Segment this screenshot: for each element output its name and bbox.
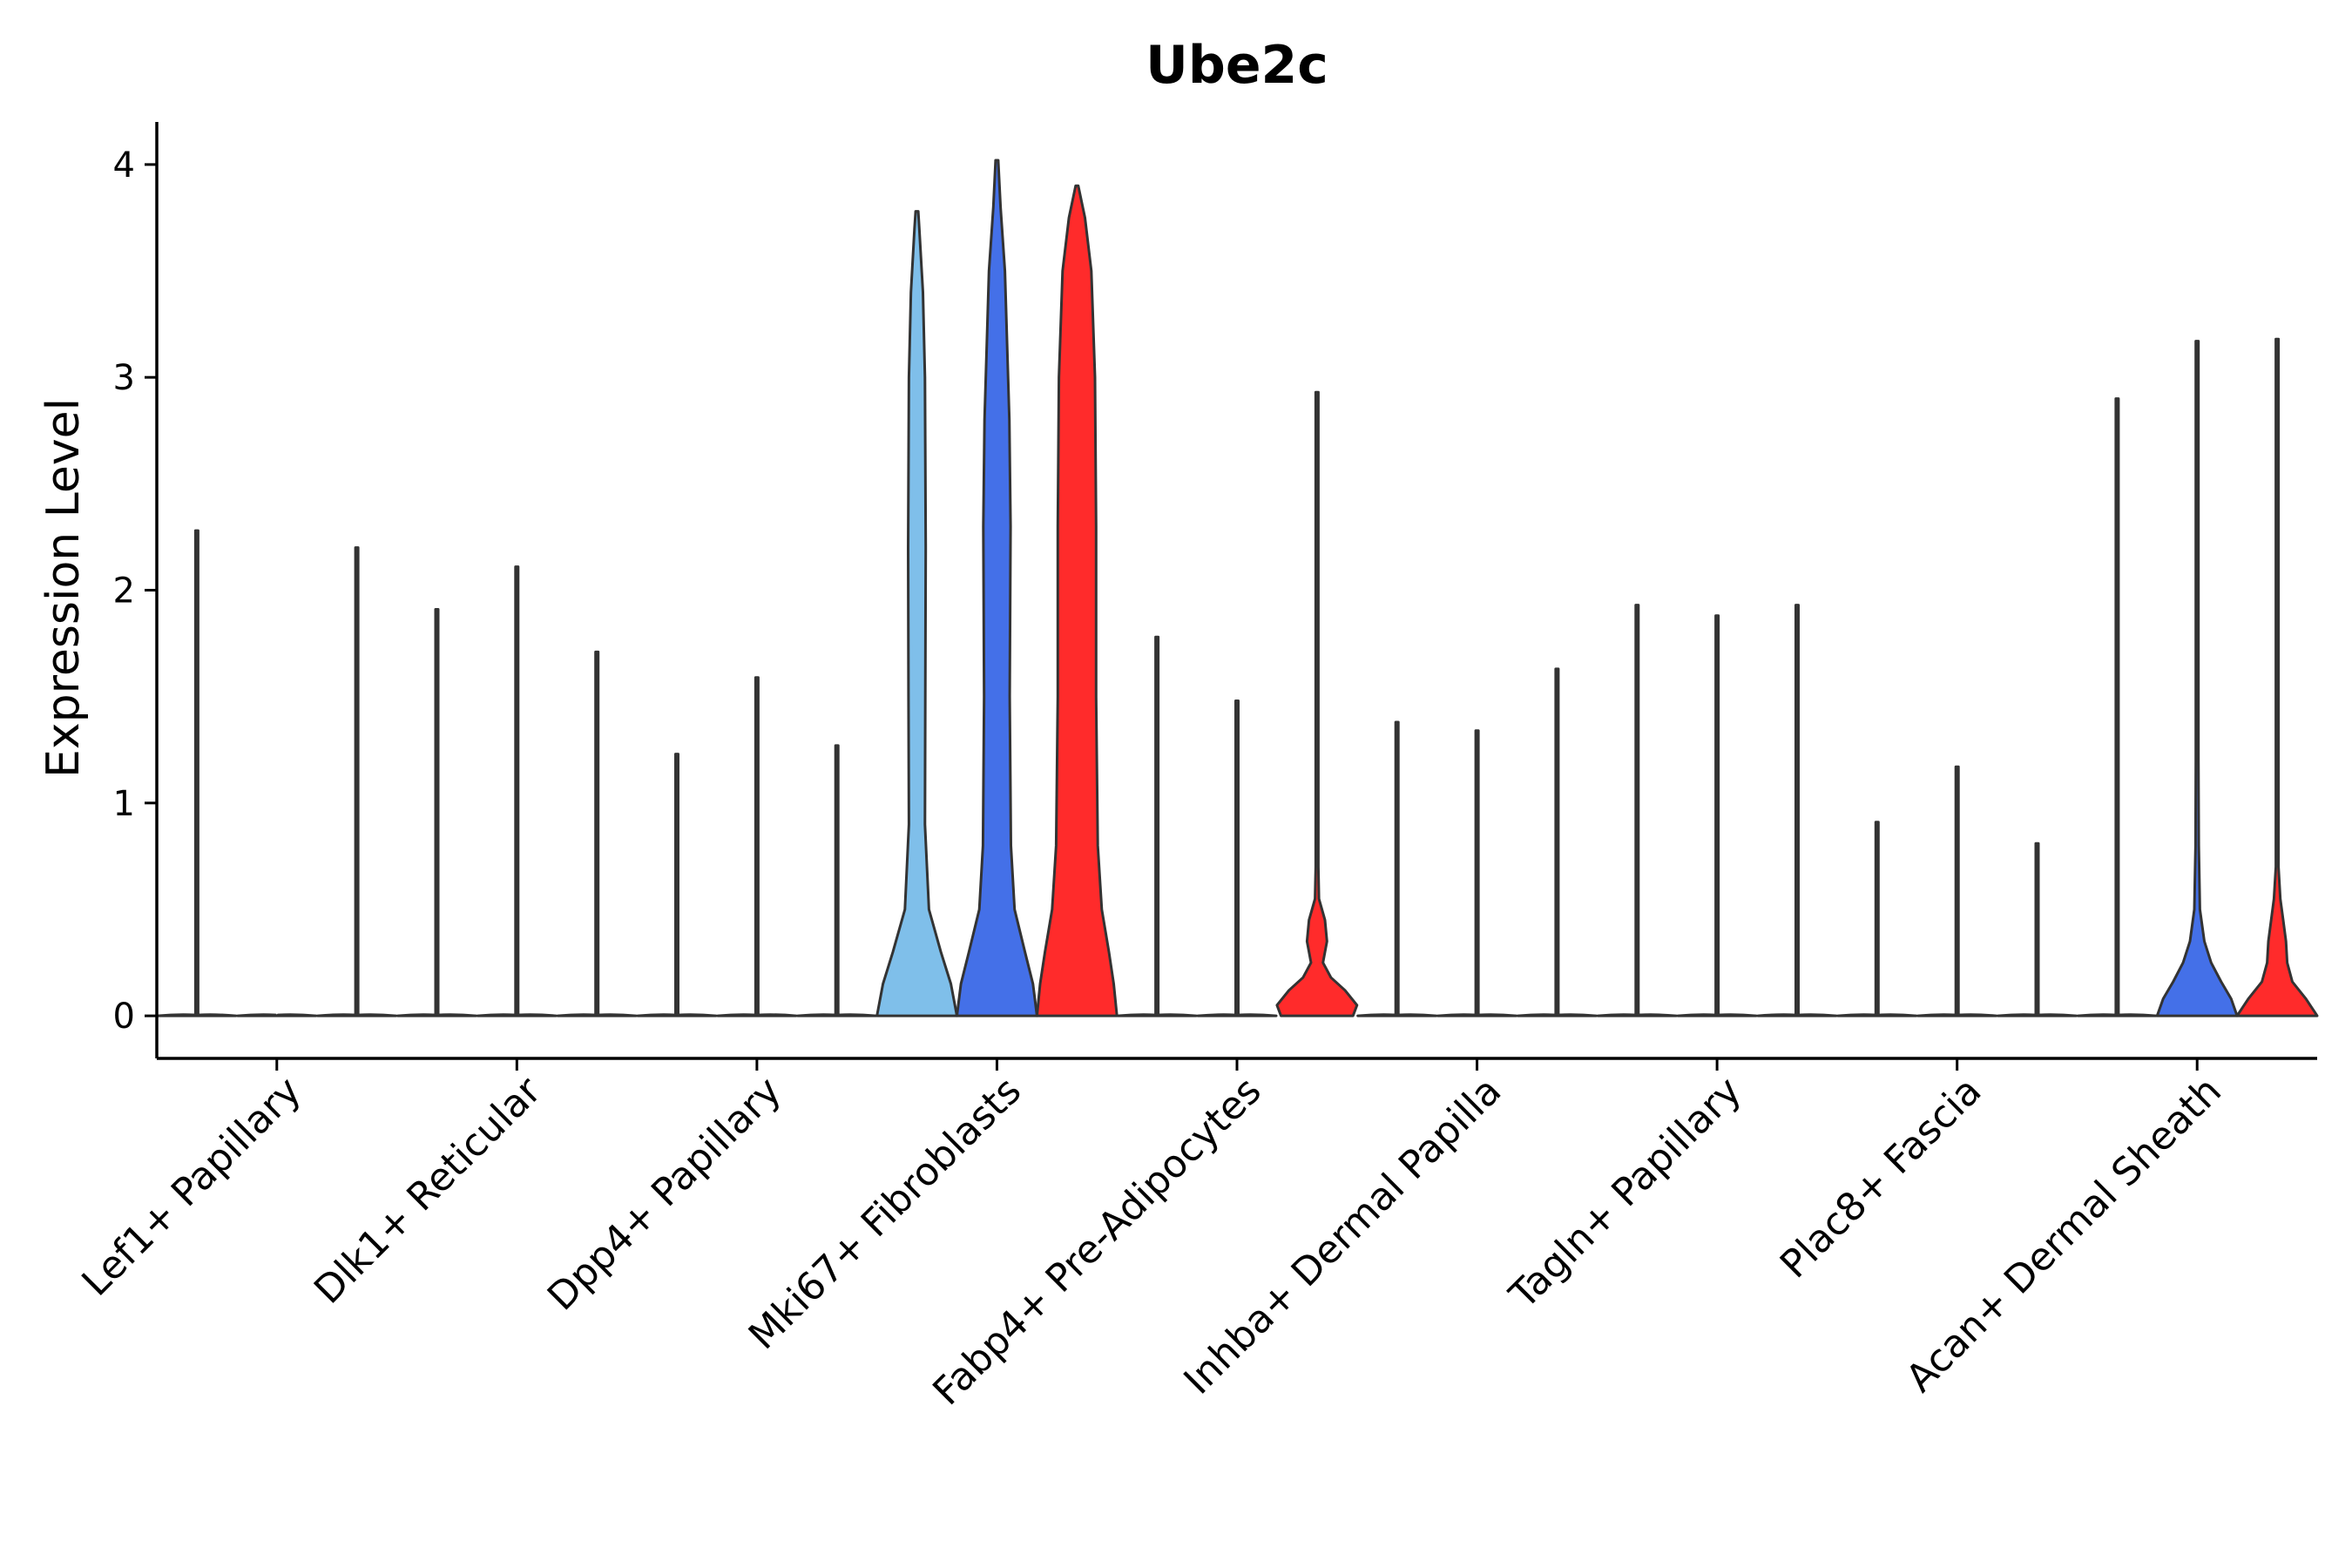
violin-group <box>396 565 638 1017</box>
violin-blue <box>716 676 798 1017</box>
violin-light <box>875 210 958 1017</box>
violin-light <box>2076 397 2158 1017</box>
violin-blue <box>1916 765 1998 1017</box>
y-tick-label: 3 <box>113 358 135 398</box>
violin-blue <box>1436 729 1518 1017</box>
violin-layer <box>156 159 2319 1017</box>
violin-group <box>1836 765 2078 1017</box>
violin-blue <box>236 1013 318 1017</box>
violin-red <box>1035 184 1119 1017</box>
violin-blue <box>1676 614 1758 1017</box>
violin-red <box>1275 390 1359 1017</box>
violin-light <box>636 753 718 1017</box>
violin-light <box>1836 821 1918 1017</box>
x-tick-label: Dlk1+ Reticular <box>306 1068 551 1313</box>
x-tick-label: Plac8+ Fascia <box>1772 1069 1990 1288</box>
violin-red <box>1756 604 1838 1017</box>
y-tick-label: 2 <box>113 571 135 612</box>
violin-light <box>1116 635 1198 1017</box>
violin-blue <box>476 565 558 1017</box>
y-tick-label: 4 <box>113 145 135 186</box>
violin-group <box>1596 604 1838 1017</box>
violin-blue <box>956 159 1038 1017</box>
violin-red <box>1516 667 1598 1017</box>
violin-group <box>2076 337 2319 1017</box>
x-tick-label: Mki67+ Fibroblasts <box>740 1069 1030 1358</box>
violin-light <box>1596 604 1678 1017</box>
y-tick-label: 1 <box>113 784 135 824</box>
x-tick-label: Tagln+ Papillary <box>1501 1069 1750 1318</box>
y-tick-label: 0 <box>113 997 135 1037</box>
chart-title: Ube2c <box>1146 35 1328 96</box>
violin-light <box>396 608 477 1017</box>
violin-light <box>1356 720 1438 1017</box>
violin-group <box>1356 667 1598 1017</box>
x-tick-label: Lef1+ Papillary <box>73 1069 309 1305</box>
violin-blue <box>1196 700 1278 1017</box>
violin-group <box>875 159 1119 1017</box>
x-tick-label: Dpp4+ Papillary <box>539 1069 790 1320</box>
violin-light <box>156 529 238 1017</box>
violin-red <box>2235 337 2319 1017</box>
violin-red <box>556 650 638 1017</box>
violin-red <box>1997 841 2078 1017</box>
violin-group <box>636 676 878 1017</box>
violin-red <box>316 546 398 1017</box>
violin-group <box>1116 390 1359 1017</box>
violin-red <box>796 744 878 1017</box>
y-axis-label: Expression Level <box>37 398 90 778</box>
violin-blue <box>2155 340 2239 1017</box>
violin-group <box>156 529 398 1017</box>
y-axis: 0 1 2 3 4 <box>113 122 159 1058</box>
